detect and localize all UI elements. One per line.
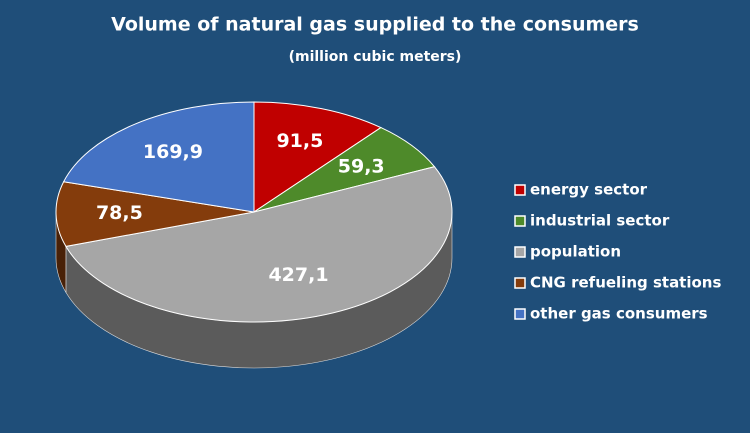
legend-swatch: [514, 215, 526, 227]
chart-title: Volume of natural gas supplied to the co…: [111, 14, 639, 36]
slice: [65, 166, 453, 323]
legend-label: other gas consumers: [530, 305, 708, 323]
data-label: 78,5: [96, 202, 143, 224]
data-label: 169,9: [143, 141, 203, 163]
legend-swatch: [514, 277, 526, 289]
legend-swatch: [514, 308, 526, 320]
legend-label: CNG refueling stations: [530, 274, 721, 292]
legend-swatch: [514, 184, 526, 196]
data-label: 91,5: [276, 130, 323, 152]
legend-swatch: [514, 246, 526, 258]
data-label: 427,1: [268, 264, 328, 286]
legend-label: industrial sector: [530, 212, 670, 230]
slice: [253, 101, 382, 213]
legend-label: energy sector: [530, 181, 648, 199]
slice: [55, 181, 255, 247]
chart-subtitle: (million cubic meters): [289, 49, 462, 65]
data-label: 59,3: [338, 155, 385, 177]
slice: [62, 101, 255, 213]
legend-label: population: [530, 243, 621, 261]
